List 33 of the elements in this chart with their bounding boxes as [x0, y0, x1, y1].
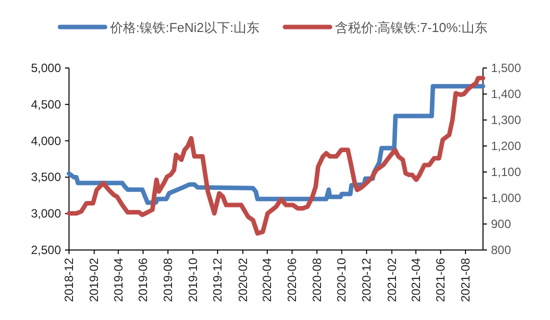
x-tick-label: 2020-02	[236, 258, 250, 302]
y-tick-label: 3,500	[30, 170, 62, 184]
x-tick-label: 2020-12	[360, 258, 374, 302]
x-tick-label: 2020-10	[334, 258, 349, 302]
y-tick-label: 4,500	[30, 97, 62, 112]
x-tick-label: 2019-08	[160, 258, 175, 302]
x-tick-label: 2019-04	[111, 258, 126, 302]
y-tick-label: 4,000	[30, 134, 62, 148]
x-tick-label: 2018-12	[62, 258, 76, 302]
x-tick-label: 2021-06	[434, 258, 448, 302]
x-tick-label: 2019-06	[136, 258, 150, 302]
legend-label: 价格:镍铁:FeNi2以下:山东	[109, 20, 260, 35]
y2-tick-label: 900	[491, 217, 512, 231]
y2-tick-label: 1,200	[491, 139, 522, 153]
x-tick-label: 2020-04	[260, 258, 274, 302]
y-tick-label: 5,000	[30, 61, 62, 75]
y2-tick-label: 1,400	[491, 87, 522, 101]
y2-tick-label: 1,000	[491, 191, 522, 205]
x-tick-label: 2021-02	[384, 258, 399, 302]
y-tick-label: 2,500	[30, 243, 62, 257]
y2-tick-label: 800	[491, 243, 512, 257]
x-tick-label: 2019-12	[210, 258, 225, 302]
x-tick-label: 2019-10	[186, 258, 200, 302]
y-tick-label: 3,000	[30, 206, 62, 221]
x-tick-label: 2020-08	[310, 258, 324, 302]
x-tick-label: 2021-04	[408, 258, 423, 302]
x-tick-label: 2020-06	[285, 258, 300, 302]
legend-label: 含税价:高镍铁:7-10%:山东	[335, 20, 488, 35]
x-tick-label: 2019-02	[87, 258, 102, 302]
y2-tick-label: 1,300	[491, 113, 522, 127]
y2-tick-label: 1,100	[491, 165, 522, 179]
y2-tick-label: 1,500	[491, 61, 522, 75]
x-tick-label: 2021-08	[458, 258, 472, 302]
